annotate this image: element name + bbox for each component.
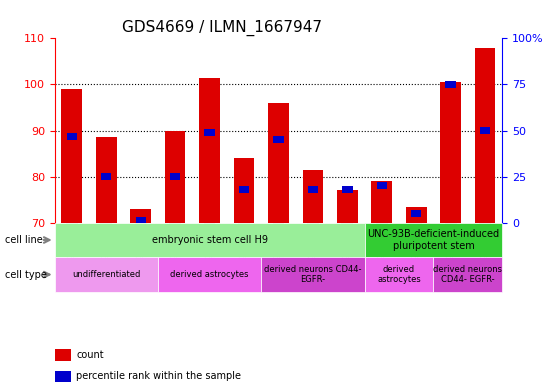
Text: cell line: cell line: [5, 235, 43, 245]
Text: percentile rank within the sample: percentile rank within the sample: [76, 371, 241, 381]
Text: derived neurons
CD44- EGFR-: derived neurons CD44- EGFR-: [434, 265, 502, 284]
Bar: [342, 186, 353, 193]
Bar: [67, 132, 77, 139]
Text: cell type: cell type: [5, 270, 48, 280]
Bar: [475, 48, 495, 223]
Bar: [274, 136, 283, 143]
Bar: [165, 131, 186, 223]
Bar: [101, 173, 111, 180]
Bar: [199, 78, 220, 223]
Text: GDS4669 / ILMN_1667947: GDS4669 / ILMN_1667947: [122, 20, 322, 36]
Bar: [377, 182, 387, 189]
Bar: [62, 89, 82, 223]
Bar: [371, 181, 392, 223]
Bar: [268, 103, 289, 223]
Text: embryonic stem cell H9: embryonic stem cell H9: [152, 235, 268, 245]
Text: UNC-93B-deficient-induced
pluripotent stem: UNC-93B-deficient-induced pluripotent st…: [367, 229, 500, 251]
Bar: [96, 137, 117, 223]
Bar: [480, 127, 490, 134]
Bar: [406, 207, 426, 223]
Bar: [446, 81, 456, 88]
Bar: [440, 82, 461, 223]
Bar: [204, 129, 215, 136]
Text: derived astrocytes: derived astrocytes: [170, 270, 249, 279]
Text: derived neurons CD44-
EGFR-: derived neurons CD44- EGFR-: [264, 265, 361, 284]
Text: count: count: [76, 350, 104, 360]
Bar: [337, 190, 358, 223]
Bar: [130, 209, 151, 223]
Bar: [411, 210, 422, 217]
Bar: [302, 170, 323, 223]
Bar: [135, 217, 146, 224]
Text: undifferentiated: undifferentiated: [72, 270, 140, 279]
Text: derived
astrocytes: derived astrocytes: [377, 265, 421, 284]
Bar: [308, 186, 318, 193]
Bar: [234, 158, 254, 223]
Bar: [170, 173, 180, 180]
Bar: [239, 186, 249, 193]
